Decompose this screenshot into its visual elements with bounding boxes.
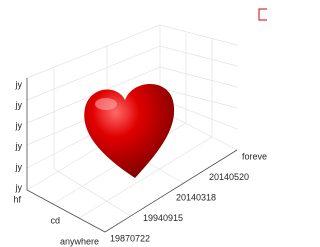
z-tick-label: jy [15, 79, 23, 89]
heart-surface [84, 84, 174, 178]
z-tick-label: jy [15, 182, 23, 192]
z-tick-label: jy [15, 141, 23, 151]
y-tick-label: hf [13, 194, 21, 204]
x-tick-label: 19870722 [110, 233, 150, 243]
z-tick-label: jy [15, 162, 23, 172]
x-tick-label: 20140318 [176, 192, 216, 202]
icon [259, 9, 267, 20]
highlight [95, 98, 117, 110]
y-tick-label: cd [50, 215, 60, 225]
y-tick-label: anywhere [60, 236, 99, 246]
x-tick-label: forever [242, 151, 267, 161]
x-tick-label: 19940915 [143, 213, 183, 223]
z-tick-label: jy [15, 100, 23, 110]
x-tick-label: 20140520 [209, 172, 249, 182]
z-tick-label: jy [15, 121, 23, 131]
chart: jy jy jy jy jy jy hf cd anywhere 19870722 19940915… [0, 0, 267, 247]
